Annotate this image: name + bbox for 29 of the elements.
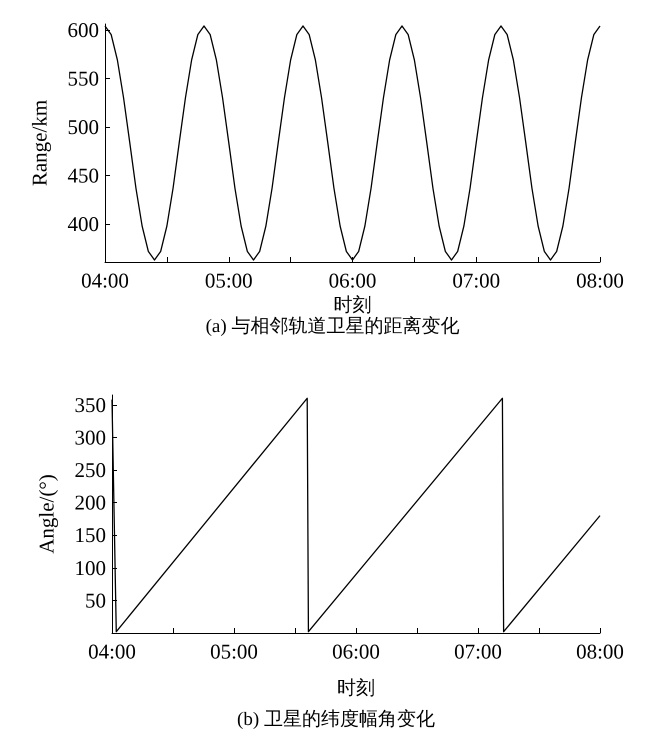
x-axis-title: 时刻 — [337, 677, 375, 699]
y-tick-label: 550 — [68, 66, 99, 90]
y-tick-label: 100 — [74, 556, 106, 580]
x-tick-label: 04:00 — [88, 640, 136, 664]
x-tick-label: 04:00 — [81, 268, 129, 292]
y-tick-label: 500 — [68, 114, 99, 139]
x-tick-label: 05:00 — [204, 268, 253, 292]
y-tick-label: 600 — [68, 18, 99, 42]
y-tick-label: 200 — [74, 490, 106, 515]
y-tick-label: 350 — [74, 392, 106, 417]
y-tick-label: 450 — [68, 164, 99, 188]
x-tick-label: 05:00 — [210, 640, 258, 664]
y-tick-label: 250 — [74, 458, 106, 482]
x-tick-label: 07:00 — [454, 640, 502, 664]
x-tick-label: 08:00 — [576, 268, 624, 292]
text: (b) 卫星的纬度幅角变化 — [237, 708, 435, 730]
y-tick-label: 50 — [85, 588, 106, 612]
line-series — [111, 398, 601, 632]
x-tick-label: 07:00 — [452, 268, 500, 292]
text: (a) 与相邻轨道卫星的距离变化 — [206, 315, 460, 337]
x-axis-title: 时刻 — [334, 294, 372, 316]
y-tick-label: 150 — [74, 523, 106, 548]
x-tick-label: 06:00 — [328, 268, 376, 292]
y-axis-title: Angle/(°) — [34, 474, 58, 554]
y-axis-title: Range/km — [28, 100, 52, 186]
y-tick-label: 400 — [68, 212, 99, 236]
y-tick-label: 300 — [74, 425, 106, 450]
x-tick-label: 08:00 — [576, 640, 624, 664]
x-tick-label: 06:00 — [332, 640, 380, 664]
